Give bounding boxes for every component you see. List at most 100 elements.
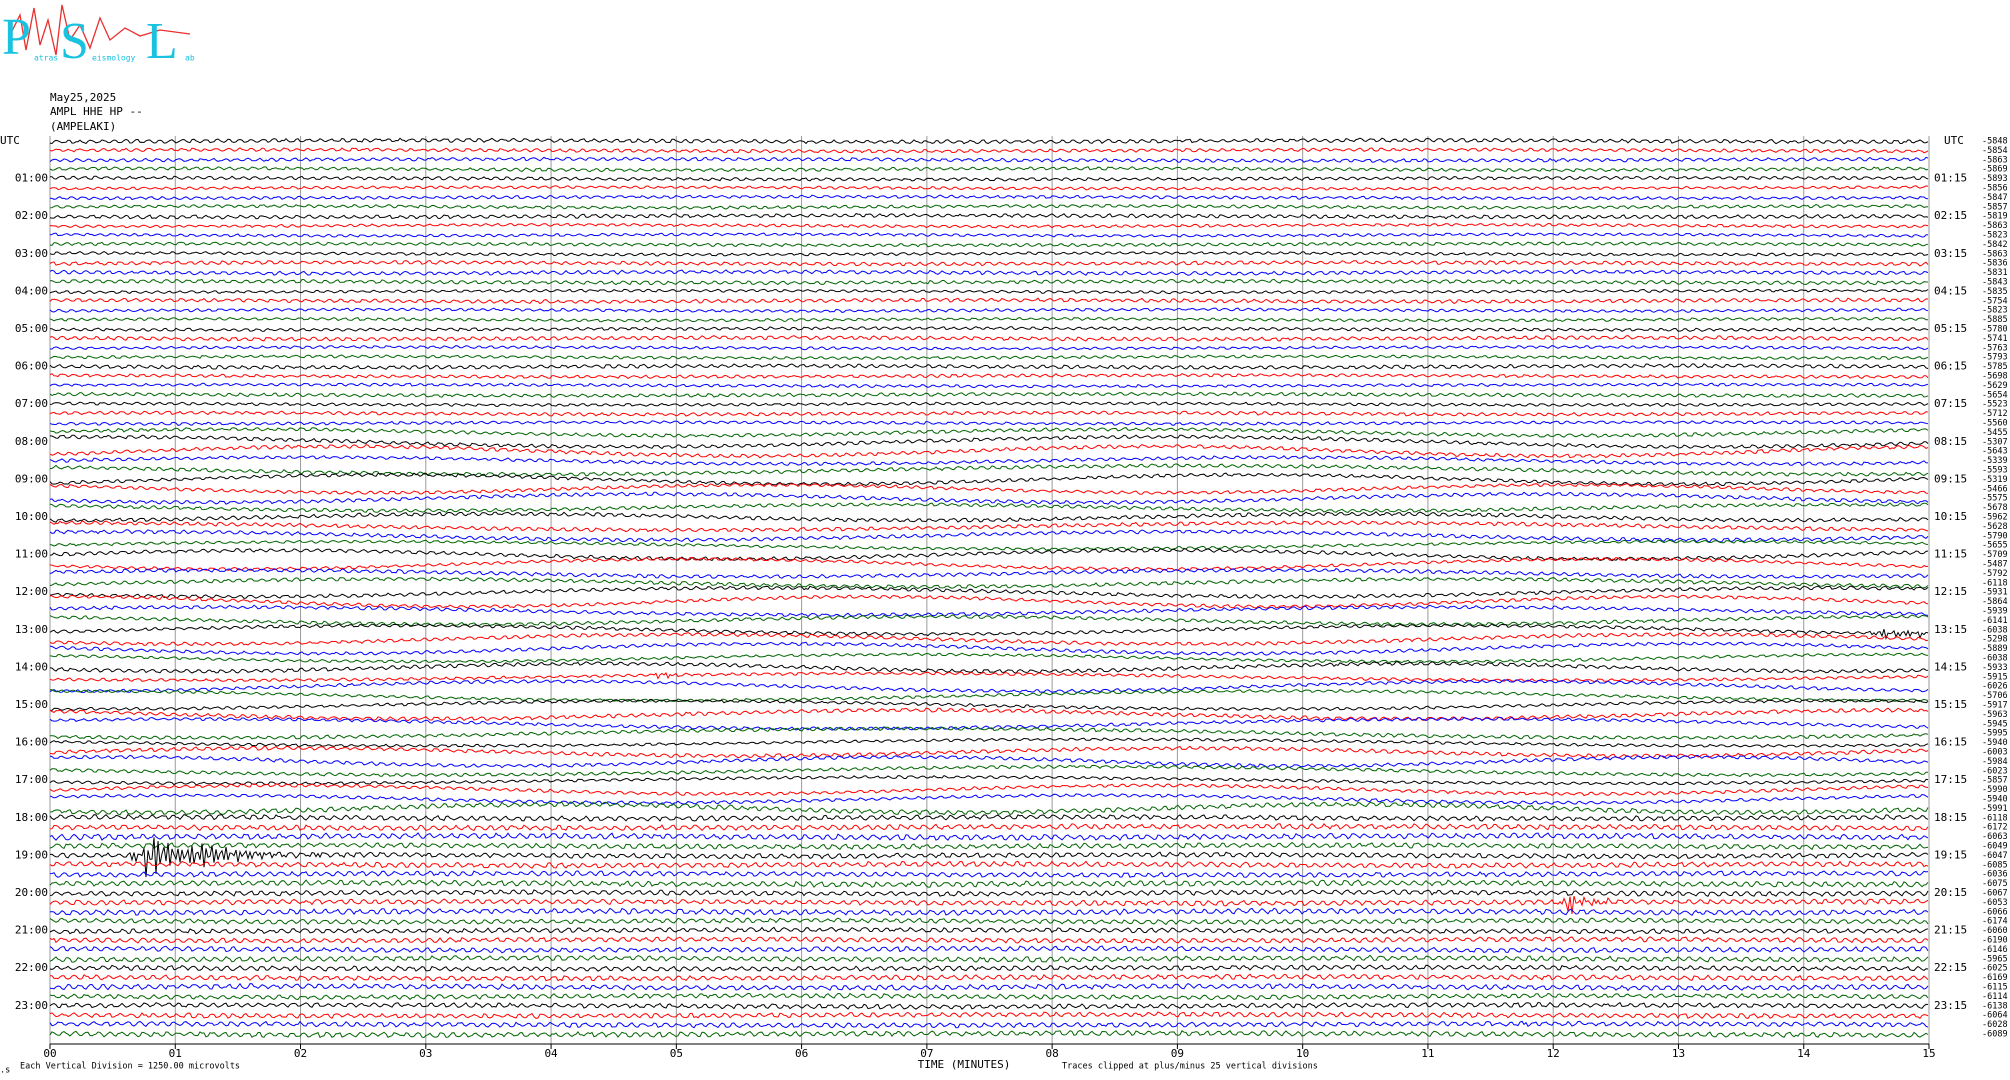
trace-offset: -5835 <box>1982 287 2008 297</box>
trace-offset: -5857 <box>1982 202 2008 212</box>
trace <box>49 661 1929 674</box>
trace <box>49 444 1929 459</box>
trace <box>49 194 1929 201</box>
trace-offset: -5945 <box>1982 719 2008 729</box>
trace <box>49 1029 1929 1039</box>
trace <box>49 689 1929 703</box>
trace <box>49 679 1929 694</box>
trace-offset: -5466 <box>1982 484 2008 494</box>
trace-offset: -5709 <box>1982 550 2008 560</box>
trace <box>49 698 1929 711</box>
trace-offset: -6174 <box>1982 917 2008 927</box>
trace-offset: -5792 <box>1982 569 2008 579</box>
trace-offset: -5893 <box>1982 174 2008 184</box>
trace <box>49 917 1929 926</box>
left-hour-label: 15:00 <box>15 698 48 711</box>
trace <box>49 879 1929 888</box>
trace-offset: -6075 <box>1982 879 2008 889</box>
trace-offset: -5843 <box>1982 278 2008 288</box>
trace <box>49 895 1929 914</box>
left-hour-label: 07:00 <box>15 397 48 410</box>
trace-offset: -5984 <box>1982 757 2008 767</box>
trace <box>49 907 1929 916</box>
trace <box>49 491 1929 505</box>
channel: AMPL HHE HP -- <box>50 105 143 118</box>
trace-offset: -6026 <box>1982 682 2008 692</box>
clip-note: Traces clipped at plus/minus 25 vertical… <box>1062 1062 1318 1072</box>
trace-offset: -5962 <box>1982 513 2008 523</box>
right-axis-title: UTC <box>1944 134 1964 147</box>
left-hour-label: 17:00 <box>15 773 48 786</box>
left-hour-label: 11:00 <box>15 548 48 561</box>
trace <box>49 401 1929 407</box>
trace <box>49 391 1929 398</box>
left-hour-label: 13:00 <box>15 623 48 636</box>
right-hour-label: 06:15 <box>1934 360 1967 373</box>
right-hour-label: 08:15 <box>1934 435 1967 448</box>
right-hour-label: 09:15 <box>1934 472 1967 485</box>
trace-offset: -6115 <box>1982 983 2008 993</box>
trace-offset: -5931 <box>1982 588 2008 598</box>
x-tick-label: 03 <box>419 1047 432 1060</box>
trace-offset: -6038 <box>1982 625 2008 635</box>
left-hour-label: 08:00 <box>15 435 48 448</box>
trace-offset: -6038 <box>1982 654 2008 664</box>
logo-word: eismology <box>92 54 136 63</box>
trace <box>49 860 1929 869</box>
trace-offset: -5848 <box>1982 137 2008 147</box>
trace-offset: -5889 <box>1982 644 2008 654</box>
trace-offset: -6089 <box>1982 1030 2008 1040</box>
trace <box>49 832 1929 841</box>
trace-offset: -5560 <box>1982 419 2008 429</box>
trace <box>49 259 1929 267</box>
x-tick-label: 07 <box>920 1047 933 1060</box>
right-hour-label: 19:15 <box>1934 848 1967 861</box>
trace <box>49 326 1929 332</box>
x-tick-label: 13 <box>1672 1047 1685 1060</box>
trace <box>49 297 1929 305</box>
trace <box>49 556 1929 571</box>
left-hour-label: 01:00 <box>15 172 48 185</box>
trace <box>49 511 1929 523</box>
left-hour-label: 10:00 <box>15 510 48 523</box>
trace <box>49 420 1929 426</box>
trace-offset: -5965 <box>1982 954 2008 964</box>
trace <box>49 837 1929 878</box>
right-hour-label: 10:15 <box>1934 510 1967 523</box>
trace <box>49 213 1929 220</box>
right-hour-label: 01:15 <box>1934 172 1967 185</box>
trace <box>49 813 1929 822</box>
station: (AMPELAKI) <box>50 120 116 133</box>
left-hour-label: 21:00 <box>15 924 48 937</box>
trace <box>49 671 1929 683</box>
trace-offset: -5793 <box>1982 353 2008 363</box>
trace <box>49 936 1929 944</box>
trace <box>49 889 1929 897</box>
trace-offset: -5706 <box>1982 691 2008 701</box>
left-hour-label: 04:00 <box>15 284 48 297</box>
left-hour-label: 18:00 <box>15 811 48 824</box>
trace <box>49 945 1929 954</box>
trace-offset: -5754 <box>1982 296 2008 306</box>
trace <box>49 137 1929 145</box>
trace-offset: -5990 <box>1982 785 2008 795</box>
right-hour-label: 15:15 <box>1934 698 1967 711</box>
trace <box>49 783 1929 797</box>
trace-offset: -5678 <box>1982 503 2008 513</box>
trace <box>49 373 1929 380</box>
left-hour-label: 22:00 <box>15 961 48 974</box>
trace <box>50 175 1929 182</box>
trace-offset: -5629 <box>1982 381 2008 391</box>
trace <box>49 307 1929 313</box>
trace-offset: -5593 <box>1982 466 2008 476</box>
right-hour-label: 11:15 <box>1934 548 1967 561</box>
trace-offset: -5698 <box>1982 372 2008 382</box>
trace <box>49 455 1929 466</box>
trace <box>49 614 1929 627</box>
trace-offset: -5991 <box>1982 804 2008 814</box>
trace-offset: -5917 <box>1982 701 2008 711</box>
trace <box>49 529 1929 543</box>
x-tick-label: 11 <box>1421 1047 1434 1060</box>
trace <box>49 1011 1929 1020</box>
trace-offset: -6172 <box>1982 823 2008 833</box>
